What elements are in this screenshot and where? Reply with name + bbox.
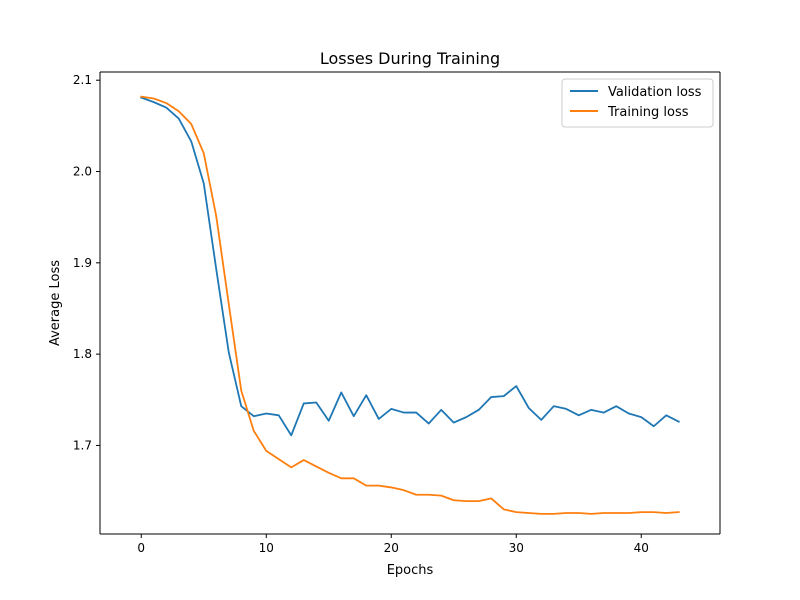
y-axis-label: Average Loss: [48, 260, 63, 346]
chart-title: Losses During Training: [320, 49, 500, 68]
legend-label-training: Training loss: [607, 105, 689, 120]
x-tick-label: 0: [137, 541, 145, 555]
plot-area: 0 10 20 30 40 1.7 1.8 1.9 2.0 2.1: [73, 71, 721, 555]
axes-frame: [99, 71, 721, 535]
legend: Validation loss Training loss: [561, 78, 714, 128]
legend-box: [561, 78, 714, 128]
y-tick-label: 2.0: [73, 165, 92, 179]
plot-background: [100, 72, 720, 534]
y-axis-ticks: 1.7 1.8 1.9 2.0 2.1: [73, 73, 100, 452]
x-tick-label: 20: [384, 541, 399, 555]
legend-label-validation: Validation loss: [608, 85, 702, 100]
series-line-training-loss: [140, 95, 680, 515]
series-layer: [140, 95, 680, 515]
x-tick-label: 40: [634, 541, 649, 555]
x-tick-label: 30: [509, 541, 524, 555]
x-axis-ticks: 0 10 20 30 40: [137, 534, 649, 555]
x-axis-label: Epochs: [387, 563, 434, 578]
series-line-validation-loss: [140, 96, 680, 437]
y-tick-label: 2.1: [73, 73, 92, 87]
x-tick-label: 10: [259, 541, 274, 555]
y-tick-label: 1.8: [73, 347, 92, 361]
y-tick-label: 1.9: [73, 256, 92, 270]
y-tick-label: 1.7: [73, 438, 92, 452]
